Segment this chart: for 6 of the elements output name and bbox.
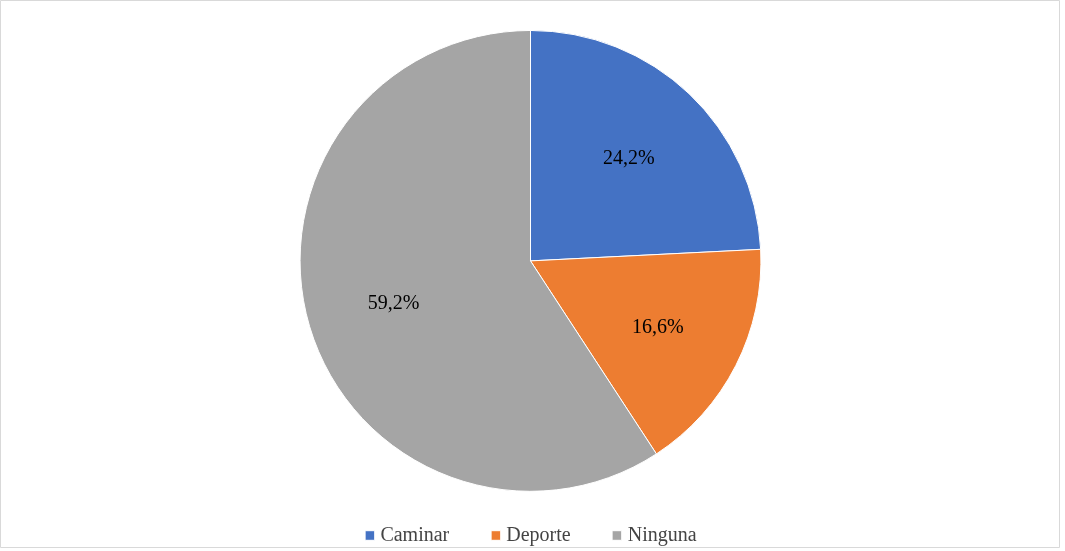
legend-label: Deporte [506,523,571,546]
data-label: 59,2% [367,290,420,313]
legend-label: Ninguna [627,523,697,546]
data-label: 24,2% [603,146,655,169]
legend-label: Caminar [380,523,450,546]
data-label: 16,6% [631,314,684,337]
